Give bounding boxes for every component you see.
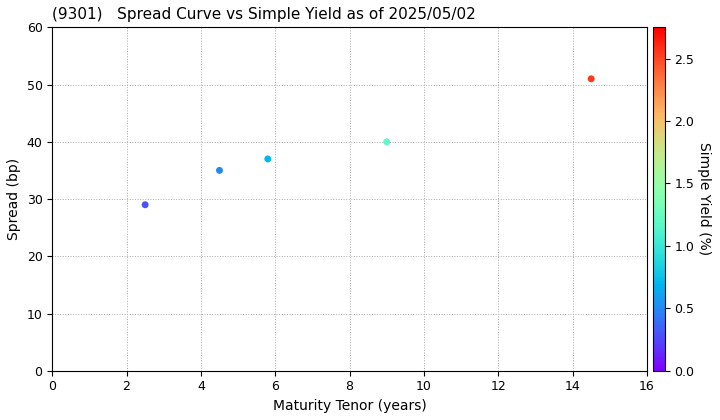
Point [140, 202, 151, 208]
X-axis label: Maturity Tenor (years): Maturity Tenor (years) [273, 399, 426, 413]
Point [585, 76, 597, 82]
Text: (9301)   Spread Curve vs Simple Yield as of 2025/05/02: (9301) Spread Curve vs Simple Yield as o… [53, 7, 476, 22]
Point [214, 167, 225, 174]
Point [381, 139, 392, 145]
Y-axis label: Spread (bp): Spread (bp) [7, 158, 21, 240]
Point [262, 155, 274, 162]
Y-axis label: Simple Yield (%): Simple Yield (%) [697, 142, 711, 256]
